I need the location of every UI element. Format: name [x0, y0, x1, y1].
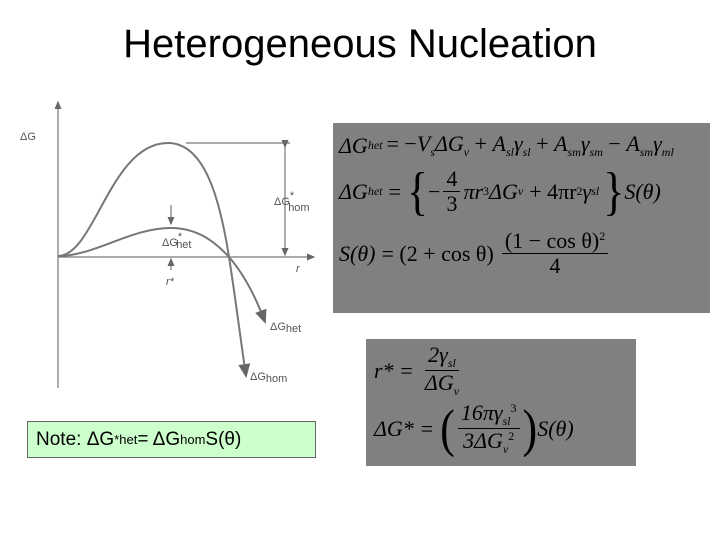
r-star-label: r* — [166, 276, 175, 288]
equation-term: A — [626, 131, 640, 156]
dg-het-label: ΔGhet — [270, 321, 301, 335]
slide-title: Heterogeneous Nucleation — [123, 22, 597, 66]
equation-subscript: ml — [661, 145, 674, 159]
equation-subscript: sl — [522, 145, 531, 159]
equation-box-critical: r* = 2γsl ΔGv ΔG* = ( 16πγsl3 3ΔGv2 ) S(θ) — [366, 339, 636, 466]
free-energy-diagram: ΔG r ΔG* hom ΔG* het r* ΔGhet ΔGhom — [20, 100, 316, 388]
x-axis-label: r — [296, 263, 301, 275]
equation-term: V — [416, 131, 431, 156]
equation-subscript: sl — [505, 145, 514, 159]
equation-shape-factor: S(θ) = (2 + cos θ) (1 − cos θ)2 4 — [339, 228, 611, 278]
equation-term: γ — [513, 131, 523, 156]
equation-term: − — [602, 131, 627, 156]
note-box: Note: ΔG * het = ΔG hom S(θ) — [27, 421, 316, 458]
equation-subscript: v — [463, 145, 470, 159]
equation-term: γ — [580, 131, 590, 156]
equation-subscript: s — [430, 145, 435, 159]
het-curve — [57, 226, 267, 324]
equation-term: A — [554, 131, 568, 156]
equation-term: = − — [386, 131, 417, 156]
equation-subscript: sm — [589, 145, 603, 159]
dg-het-star-label: ΔG* het — [162, 231, 191, 251]
equation-subscript: sm — [567, 145, 581, 159]
equation-term: γ — [653, 131, 662, 156]
equation-term: + — [530, 131, 555, 156]
equation-subscript: sm — [639, 145, 654, 159]
y-axis-label: ΔG — [20, 131, 36, 143]
equation-term: + — [469, 131, 493, 156]
equation-term: ΔG — [434, 131, 464, 156]
equation-dg-star: ΔG* = ( 16πγsl3 3ΔGv2 ) S(θ) — [374, 398, 574, 458]
equation-term: A — [492, 131, 506, 156]
equation-box-main: ΔG het = −VsΔGv + Aslγsl + Asmγsm − Asmγml… — [333, 123, 710, 313]
hom-curve — [57, 141, 251, 378]
dg-hom-label: ΔGhom — [250, 371, 287, 385]
equation-r-star: r* = 2γsl ΔGv — [374, 342, 460, 399]
equation-dg-het-general: ΔG het = −VsΔGv + Aslγsl + Asmγsm − Asmγml — [339, 131, 674, 159]
dg-hom-star-label: ΔG* hom — [274, 190, 310, 214]
